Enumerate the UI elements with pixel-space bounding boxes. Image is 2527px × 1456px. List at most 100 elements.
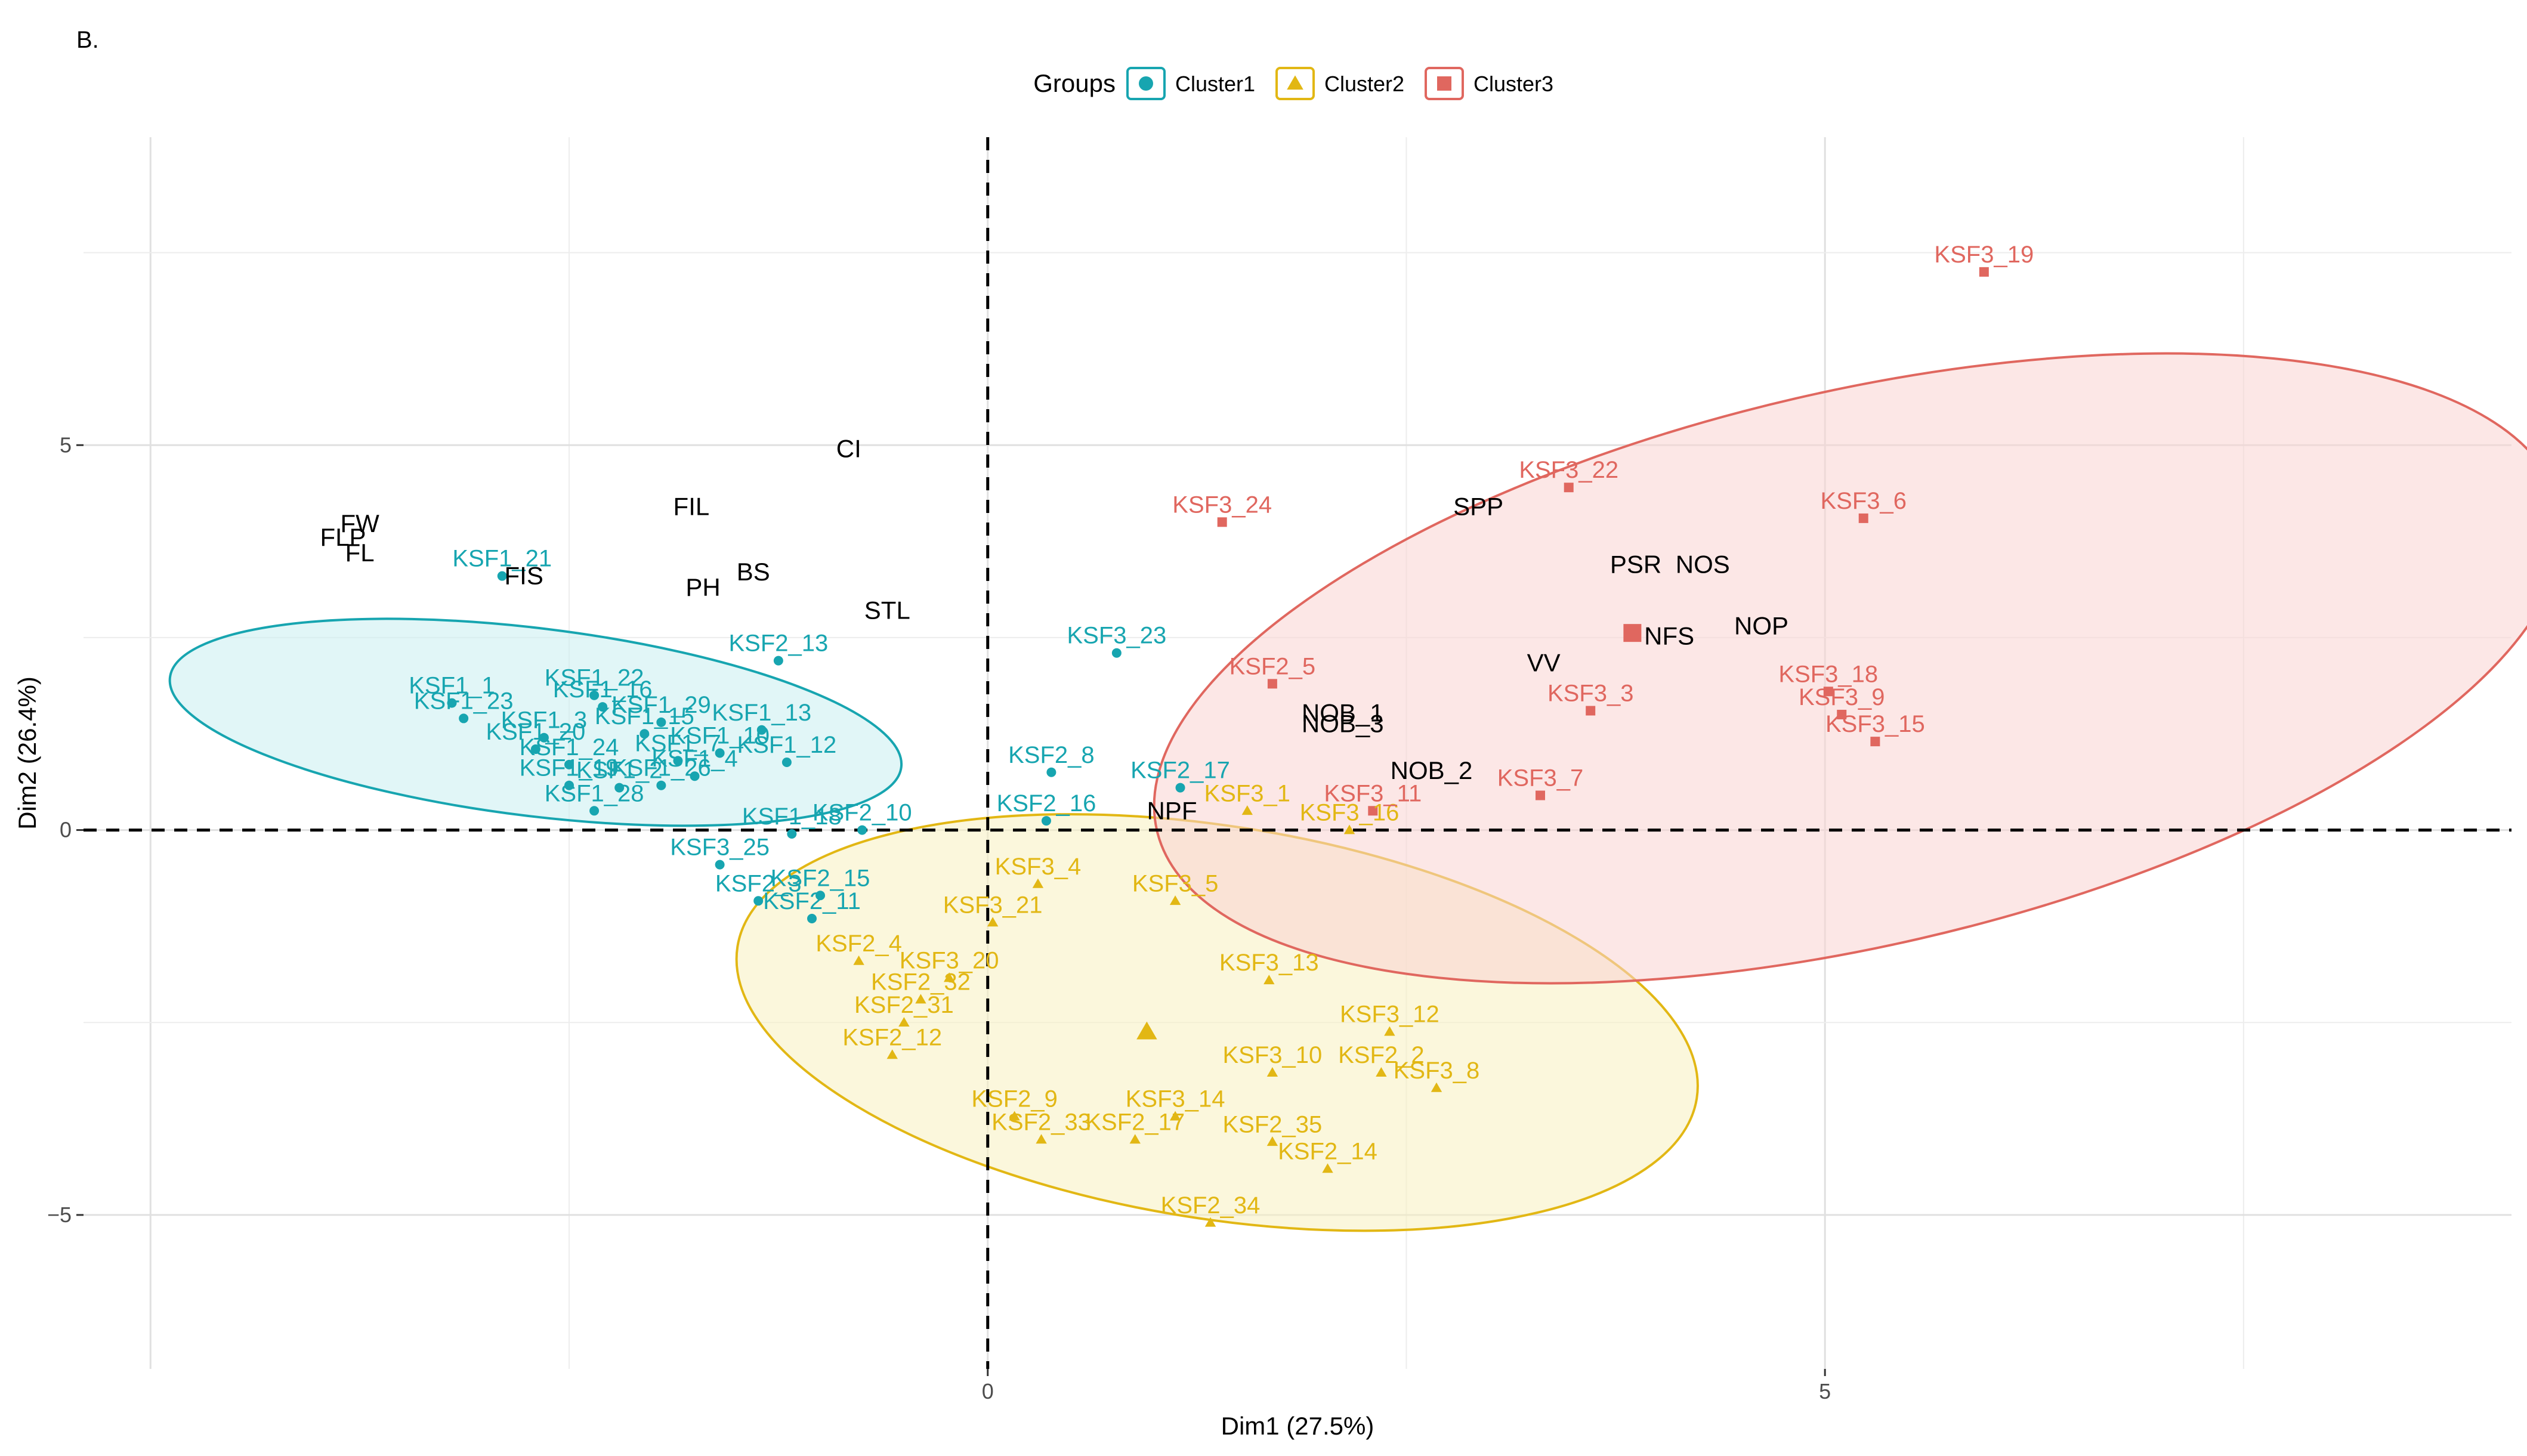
variable-label-spp: SPP [1453, 493, 1503, 521]
point-ksf3-12 [1384, 1026, 1395, 1036]
point-label-ksf1-19: KSF1_19 [520, 755, 619, 781]
point-label-ksf3-18: KSF3_18 [1778, 661, 1878, 687]
point-ksf3-22 [1564, 483, 1574, 493]
point-label-ksf3-20: KSF3_20 [900, 947, 999, 973]
point-ksf1-1 [447, 698, 457, 708]
legend: Cluster1 Cluster2 Cluster3 [1126, 67, 1553, 100]
point-ksf3-25 [715, 860, 725, 870]
point-ksf3-19 [1979, 267, 1989, 277]
point-label-ksf2-3: KSF2_3 [715, 870, 802, 897]
point-label-ksf2-33: KSF2_33 [991, 1109, 1091, 1135]
point-ksf2-32 [915, 994, 926, 1004]
point-ksf3-13 [1264, 975, 1275, 985]
point-ksf3-15 [1870, 737, 1880, 747]
point-ksf3-20 [943, 972, 955, 982]
y-tick-label: −5 [47, 1202, 72, 1227]
point-label-ksf1-4: KSF1_4 [651, 746, 738, 772]
point-ksf3-5 [1169, 895, 1181, 905]
point-label-ksf1-10: KSF1_10 [670, 723, 770, 749]
point-ksf3-9 [1837, 709, 1847, 719]
x-tick-label: 0 [982, 1379, 994, 1404]
point-ksf2-34 [1204, 1217, 1216, 1227]
point-ksf3-3 [1586, 706, 1596, 716]
point-label-ksf2-31: KSF2_31 [854, 992, 954, 1018]
point-label-ksf2-34: KSF2_34 [1161, 1192, 1261, 1219]
variable-label-nob-1: NOB_1 [1302, 698, 1384, 727]
variable-label-nob-3: NOB_3 [1302, 709, 1384, 737]
point-ksf3-21 [987, 917, 999, 927]
point-label-ksf3-12: KSF3_12 [1340, 1001, 1439, 1028]
y-tick-label: 0 [60, 818, 72, 842]
point-label-ksf3-22: KSF3_22 [1519, 457, 1618, 483]
point-label-ksf1-18: KSF1_18 [742, 803, 842, 830]
point-ksf2-10 [857, 825, 867, 835]
point-label-ksf1-1: KSF1_1 [409, 673, 495, 699]
point-ksf2-3 [753, 896, 764, 906]
point-ksf2-11 [807, 913, 817, 923]
point-label-ksf2-11: KSF2_11 [763, 888, 861, 914]
point-label-ksf1-26: KSF1_26 [611, 755, 711, 781]
variable-label-fl: FL [345, 539, 375, 567]
variable-label-ci: CI [836, 435, 861, 463]
point-label-ksf3-25: KSF3_25 [670, 834, 770, 861]
point-label-ksf3-24: KSF3_24 [1172, 491, 1272, 518]
point-label-ksf3-21: KSF3_21 [943, 892, 1043, 918]
point-label-ksf3-6: KSF3_6 [1820, 488, 1907, 514]
point-ksf2-12 [886, 1049, 898, 1059]
point-ksf2-2 [1376, 1067, 1387, 1077]
point-ksf1-12 [781, 757, 792, 767]
point-ksf1-29 [656, 717, 666, 727]
variable-label-nos: NOS [1676, 550, 1730, 578]
point-ksf2-13 [773, 656, 783, 666]
point-ksf1-4 [690, 771, 700, 781]
point-label-ksf3-23: KSF3_23 [1067, 623, 1166, 649]
point-label-ksf2-14: KSF2_14 [1278, 1138, 1377, 1164]
point-ksf1-20 [530, 744, 540, 755]
legend-label-cluster2: Cluster2 [1324, 72, 1404, 96]
point-ksf1-24 [564, 759, 574, 769]
point-label-ksf1-29: KSF1_29 [611, 692, 711, 718]
point-label-ksf1-2: KSF1_2 [576, 758, 663, 784]
point-ksf3-23 [1111, 648, 1122, 658]
point-label-ksf3-9: KSF3_9 [1799, 684, 1885, 710]
variable-label-fis: FIS [505, 562, 543, 590]
point-label-ksf3-10: KSF3_10 [1223, 1042, 1323, 1068]
point-label-ksf2-12: KSF2_12 [842, 1024, 942, 1050]
point-label-ksf1-16: KSF1_16 [553, 676, 653, 703]
point-label-ksf3-3: KSF3_3 [1547, 681, 1634, 707]
point-ksf3-1 [1241, 805, 1253, 815]
reference-lines-layer [84, 137, 2511, 1369]
point-label-ksf2-9: KSF2_9 [971, 1086, 1058, 1112]
point-ksf1-3 [539, 732, 549, 743]
point-label-ksf1-12: KSF1_12 [737, 732, 837, 758]
point-label-ksf2-17: KSF2_17 [1085, 1109, 1185, 1135]
legend-title: Groups [1033, 69, 1116, 97]
variable-label-ph: PH [685, 573, 720, 601]
point-label-ksf3-8: KSF3_8 [1394, 1058, 1480, 1084]
point-label-ksf2-10: KSF2_10 [813, 800, 912, 826]
point-label-ksf1-13: KSF1_13 [712, 700, 811, 726]
point-label-ksf2-2: KSF2_2 [1338, 1042, 1425, 1068]
y-axis-title: Dim2 (26.4%) [13, 676, 41, 830]
legend-marker-cluster1 [1139, 76, 1153, 91]
point-label-ksf3-11: KSF3_11 [1324, 780, 1422, 806]
point-ksf2-16 [1041, 816, 1051, 826]
point-ksf1-13 [756, 725, 767, 735]
variable-label-flp: FLP [320, 523, 366, 551]
point-ksf1-10 [715, 748, 725, 758]
point-label-ksf2-8: KSF2_8 [1008, 742, 1095, 768]
point-ksf3-10 [1266, 1067, 1278, 1077]
point-label-ksf2-13: KSF2_13 [728, 630, 828, 657]
point-label-ksf1-21: KSF1_21 [452, 546, 552, 572]
point-ksf2-8 [1046, 767, 1056, 777]
legend-marker-cluster3 [1437, 76, 1451, 91]
variable-label-fw: FW [340, 509, 379, 537]
point-label-ksf1-7: KSF1_7 [635, 730, 721, 756]
point-ksf2-31 [898, 1017, 910, 1027]
point-label-ksf3-5: KSF3_5 [1132, 870, 1219, 897]
points-layer [447, 267, 1989, 1227]
point-ksf3-6 [1858, 513, 1868, 523]
